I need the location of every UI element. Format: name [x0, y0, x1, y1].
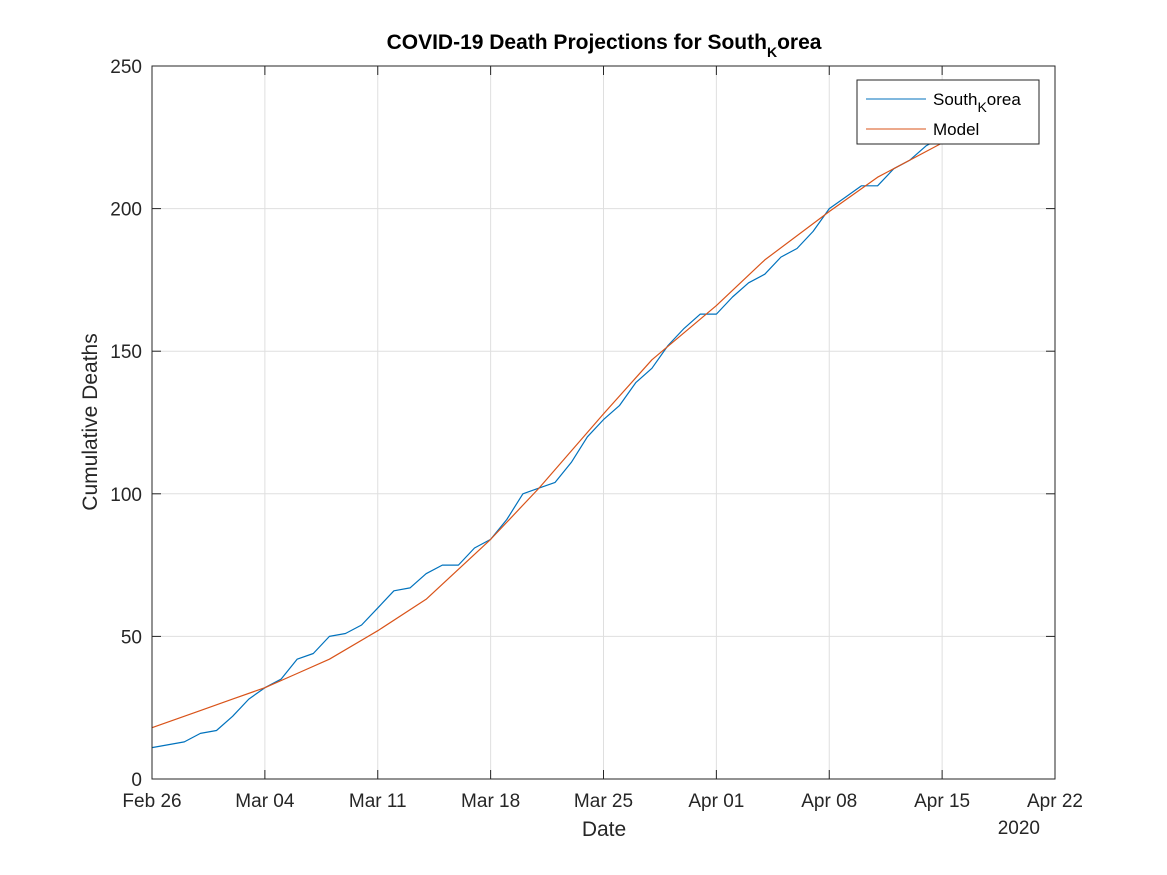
x-tick-label: Feb 26: [122, 791, 181, 812]
legend-label-south-korea: SouthKorea: [933, 90, 1021, 115]
x-tick-label: Apr 15: [914, 791, 970, 812]
legend: SouthKorea Model: [856, 79, 1040, 145]
y-axis-label: Cumulative Deaths: [79, 333, 102, 510]
y-tick-label: 150: [110, 342, 142, 363]
x-tick-label: Apr 08: [801, 791, 857, 812]
x-tick-label: Apr 22: [1027, 791, 1083, 812]
y-tick-label: 0: [131, 770, 142, 791]
chart-title: COVID-19 Death Projections for SouthKore…: [387, 31, 822, 60]
y-tick-label: 100: [110, 485, 142, 506]
y-tick-label: 50: [121, 627, 142, 648]
x-tick-label: Mar 25: [574, 791, 633, 812]
y-tick-label: 200: [110, 200, 142, 221]
tick-layer: Feb 26 Mar 04 Mar 11 Mar 18 Mar 25 Apr 01 Apr …: [110, 57, 1083, 812]
x-axis-year-label: 2020: [998, 818, 1040, 839]
x-axis-label: Date: [582, 818, 626, 841]
x-tick-label: Mar 04: [235, 791, 295, 812]
x-tick-label: Mar 18: [461, 791, 520, 812]
y-tick-label: 250: [110, 57, 142, 78]
x-tick-label: Apr 01: [688, 791, 744, 812]
series-line-model: [151, 142, 943, 729]
legend-label-model: Model: [933, 120, 979, 139]
x-tick-label: Mar 11: [349, 791, 407, 812]
series-line-south-korea: [151, 136, 943, 749]
series-layer: [151, 136, 943, 749]
legend-box: [856, 79, 1040, 145]
